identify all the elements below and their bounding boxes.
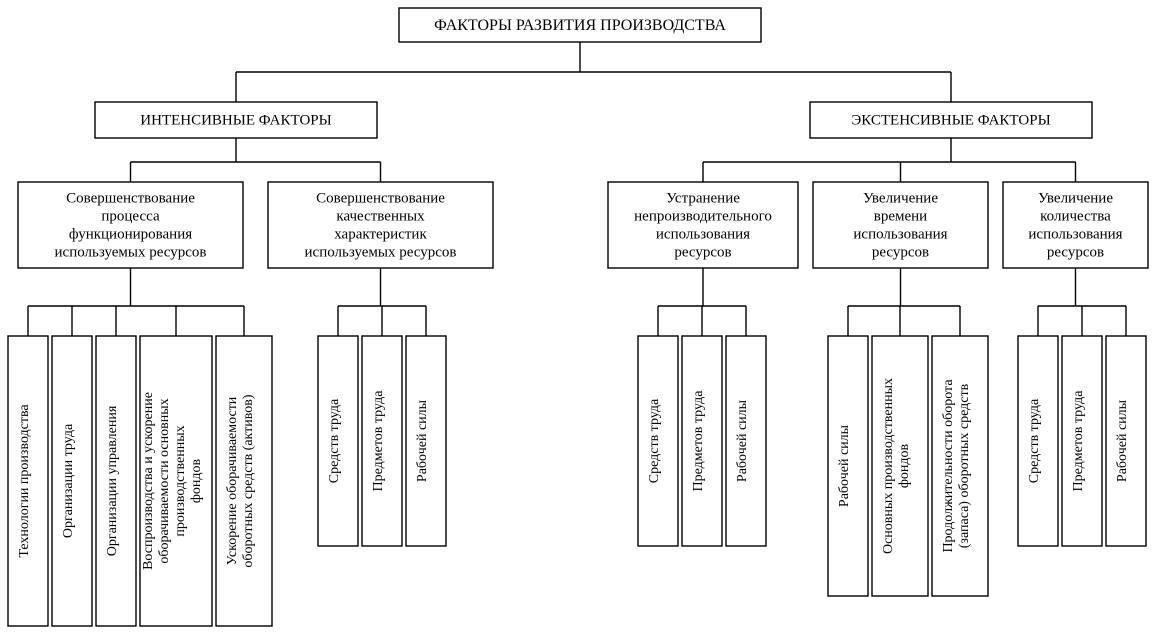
leaf-e1-2-label: Предметов труда xyxy=(691,390,706,492)
diagram-container: ФАКТОРЫ РАЗВИТИЯ ПРОИЗВОДСТВА ИНТЕНСИВНЫЕ… xyxy=(0,0,1159,638)
leaf-e2-2-label: Основных производственных xyxy=(881,378,896,554)
category-i1-label: функционирования xyxy=(69,227,192,243)
category-e1-label: Устранение xyxy=(666,191,740,207)
leaf-i1-4-label: производственных xyxy=(173,425,188,536)
category-i1-label: Совершенствование xyxy=(66,191,195,207)
leaf-i1-4-label: фондов xyxy=(189,458,204,503)
category-e1-label: непроизводительного xyxy=(634,209,772,225)
leaf-i1-3-label: Организации управления xyxy=(105,405,120,556)
leaf-i1-4-label: оборачиваемости основных xyxy=(157,398,172,563)
leaf-e2-3-label: (запаса) оборотных средств xyxy=(957,383,972,548)
branch-intensive-label: ИНТЕНСИВНЫЕ ФАКТОРЫ xyxy=(140,113,331,129)
category-e3-label: использования xyxy=(1028,227,1122,243)
leaf-i2-1-label: Средств труда xyxy=(327,398,342,483)
category-e2-label: Увеличение xyxy=(863,191,938,207)
leaf-i1-5-label: Ускорение оборачиваемости xyxy=(225,396,240,565)
category-e2-label: использования xyxy=(853,227,947,243)
branch-extensive-label: ЭКСТЕНСИВНЫЕ ФАКТОРЫ xyxy=(851,113,1050,129)
category-e3-label: количества xyxy=(1040,209,1111,225)
leaf-e2-3-label: Продолжительности оборота xyxy=(941,379,956,553)
leaf-e2-2-label: фондов xyxy=(897,443,912,488)
root-node-label: ФАКТОРЫ РАЗВИТИЯ ПРОИЗВОДСТВА xyxy=(434,17,726,34)
category-i1-label: используемых ресурсов xyxy=(55,245,207,261)
category-e2-label: ресурсов xyxy=(872,245,929,261)
category-i2-label: качественных xyxy=(336,209,425,225)
leaf-e1-1-label: Средств труда xyxy=(647,398,662,483)
category-e1-label: использования xyxy=(656,227,750,243)
category-i2-label: характеристик xyxy=(334,227,427,243)
leaf-i1-4-label: Воспроизводства и ускорение xyxy=(141,392,156,570)
leaf-i1-5-label: оборотных средств (активов) xyxy=(241,394,256,567)
category-e3-label: ресурсов xyxy=(1047,245,1104,261)
category-i2-label: используемых ресурсов xyxy=(305,245,457,261)
leaf-i1-2-label: Организации труда xyxy=(61,423,76,538)
category-e2-label: времени xyxy=(874,209,927,225)
category-e1-label: ресурсов xyxy=(674,245,731,261)
leaf-i2-2-label: Предметов труда xyxy=(371,390,386,492)
leaf-e3-1-label: Средств труда xyxy=(1027,398,1042,483)
leaf-e2-1-label: Рабочей силы xyxy=(837,424,852,507)
leaf-e3-2-label: Предметов труда xyxy=(1071,390,1086,492)
leaf-i1-1-label: Технологии производства xyxy=(17,404,32,558)
leaf-e1-3-label: Рабочей силы xyxy=(735,399,750,482)
category-e3-label: Увеличение xyxy=(1038,191,1113,207)
category-i1-label: процесса xyxy=(101,209,160,225)
leaf-i2-3-label: Рабочей силы xyxy=(415,399,430,482)
category-i2-label: Совершенствование xyxy=(316,191,445,207)
leaf-e3-3-label: Рабочей силы xyxy=(1115,399,1130,482)
